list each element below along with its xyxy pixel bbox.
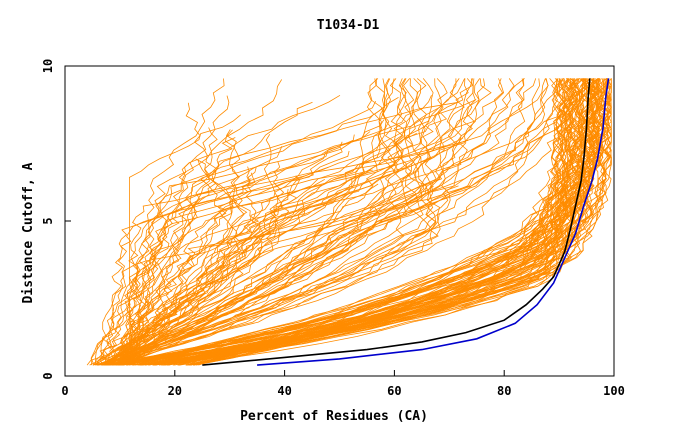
model-curve <box>188 78 598 366</box>
model-curve <box>108 97 399 366</box>
model-curve <box>116 78 579 366</box>
model-curve <box>92 78 549 366</box>
x-tick-label: 20 <box>168 384 182 398</box>
model-curve <box>138 78 589 366</box>
model-curve <box>118 78 610 366</box>
model-curve <box>114 78 395 366</box>
model-curve <box>117 158 238 366</box>
model-curve <box>190 78 572 366</box>
model-curve <box>193 78 601 366</box>
model-curve <box>104 185 459 366</box>
y-axis-ticks: 0 5 10 <box>41 59 71 380</box>
highlighted-model-blue <box>257 78 610 366</box>
model-curve <box>131 102 245 366</box>
model-curve <box>108 78 486 366</box>
y-axis-label: Distance Cutoff, A <box>21 162 36 303</box>
model-curve <box>115 129 248 366</box>
y-tick-label: 5 <box>41 217 55 224</box>
model-curve <box>127 94 341 366</box>
chart-title: T1034-D1 <box>317 18 380 33</box>
model-curve <box>161 78 569 366</box>
model-curve <box>97 78 577 366</box>
y-tick-label: 0 <box>41 372 55 379</box>
model-curve <box>114 78 549 366</box>
model-curve <box>190 78 607 366</box>
highlighted-model-black <box>202 78 591 366</box>
model-curve <box>115 78 546 366</box>
model-curve <box>121 78 577 366</box>
model-curve <box>107 78 541 366</box>
model-curve <box>101 78 439 366</box>
model-curve <box>112 78 559 366</box>
model-curve <box>120 119 385 366</box>
model-curve <box>119 145 283 366</box>
model-curve <box>129 101 376 366</box>
x-tick-label: 60 <box>387 384 401 398</box>
x-tick-label: 100 <box>603 384 625 398</box>
model-curve <box>118 172 256 366</box>
model-curve <box>163 78 578 366</box>
model-curve <box>192 78 566 366</box>
model-curve <box>153 78 584 366</box>
x-axis-label: Percent of Residues (CA) <box>240 409 428 424</box>
x-axis-ticks: 0 20 40 60 80 100 <box>61 370 625 398</box>
model-curve <box>112 101 313 366</box>
x-tick-label: 40 <box>277 384 291 398</box>
model-curve <box>94 95 230 366</box>
model-curve <box>113 137 236 366</box>
model-curve <box>104 132 418 366</box>
model-curve <box>126 127 218 366</box>
model-curve <box>140 78 575 366</box>
x-tick-label: 80 <box>497 384 511 398</box>
model-curve <box>90 78 225 366</box>
model-curve <box>97 78 441 366</box>
model-curve <box>98 78 427 366</box>
model-curve <box>129 183 379 366</box>
plot-lines <box>86 78 612 366</box>
model-curve <box>96 78 526 366</box>
model-curve <box>104 78 407 366</box>
model-curve <box>186 78 599 366</box>
model-curve <box>168 78 567 366</box>
x-tick-label: 0 <box>61 384 68 398</box>
model-curve <box>112 137 464 366</box>
model-curve <box>102 78 587 366</box>
model-curve <box>105 166 261 366</box>
model-curve <box>96 78 387 366</box>
model-curve <box>106 79 283 366</box>
model-curve <box>144 78 577 366</box>
model-curve <box>109 78 537 366</box>
model-curve <box>105 166 329 366</box>
y-tick-label: 10 <box>41 59 55 73</box>
model-curve <box>104 78 558 366</box>
model-curve <box>129 131 371 366</box>
model-curve <box>107 78 437 366</box>
model-curve <box>104 78 434 366</box>
